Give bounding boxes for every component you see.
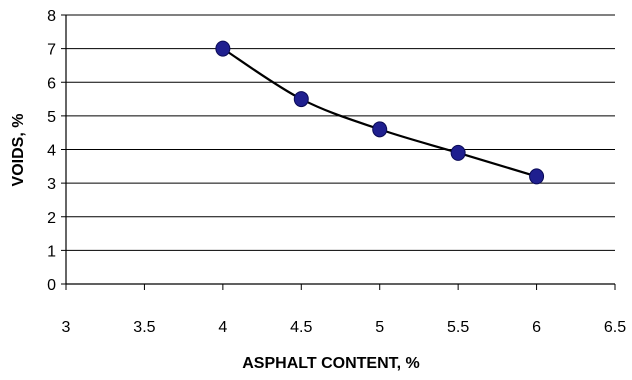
x-tick-label-3: 3	[62, 319, 71, 336]
y-tick-label-8: 8	[47, 8, 56, 25]
tick-labels: 0 1 2 3 4 5 6 7 8 3 3.5 4 4.5 5 5.5 6 6.5	[47, 8, 626, 336]
y-axis-title: VOIDS, %	[10, 114, 27, 187]
y-tick-label-4: 4	[47, 143, 56, 160]
axes	[61, 14, 616, 290]
x-tick-label-4: 4	[218, 319, 227, 336]
data-point-3	[450, 144, 466, 161]
trendline-layer	[222, 47, 537, 178]
data-point-0	[215, 40, 231, 57]
x-tick-label-5.5: 5.5	[447, 319, 469, 336]
data-points	[215, 40, 545, 185]
x-tick-label-6.5: 6.5	[604, 319, 626, 336]
trendline	[222, 47, 537, 178]
x-tick-label-4.5: 4.5	[290, 319, 312, 336]
x-axis-title: ASPHALT CONTENT, %	[242, 355, 419, 372]
y-tick-label-1: 1	[47, 243, 56, 260]
data-point-2	[372, 121, 388, 138]
y-tick-label-2: 2	[47, 210, 56, 227]
x-tick-label-3.5: 3.5	[133, 319, 155, 336]
x-tick-label-6: 6	[532, 319, 541, 336]
y-tick-label-3: 3	[47, 176, 56, 193]
data-point-4	[529, 168, 545, 185]
y-tick-label-6: 6	[47, 75, 56, 92]
x-tick-label-5: 5	[375, 319, 384, 336]
data-point-1	[293, 91, 309, 108]
grid-lines	[66, 14, 615, 251]
y-tick-label-5: 5	[47, 109, 56, 126]
y-tick-label-7: 7	[47, 42, 56, 59]
y-tick-label-0: 0	[47, 277, 56, 294]
